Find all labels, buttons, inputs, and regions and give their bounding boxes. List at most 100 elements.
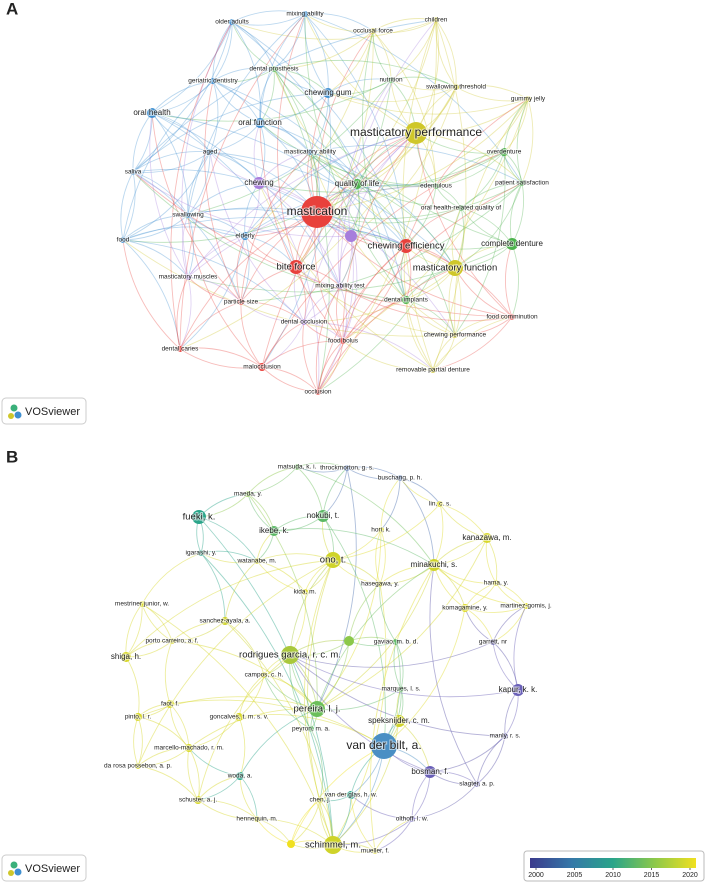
node [506, 238, 518, 250]
edge [411, 771, 431, 820]
node-label: nokubi, t. [307, 511, 339, 520]
edge [132, 171, 352, 238]
edge [464, 607, 494, 643]
edge [429, 564, 478, 785]
edge [505, 243, 513, 318]
edge [224, 620, 265, 676]
edge [454, 267, 513, 318]
colorbar-tick-label: 2000 [528, 872, 544, 879]
edge [303, 267, 456, 323]
node-label: matsuda, k. i. [278, 464, 317, 471]
edge [433, 564, 527, 607]
node-label: oral health-related quality of [421, 205, 501, 212]
node-label: marcello-machado, r. m. [154, 745, 224, 752]
edge [289, 654, 431, 773]
edge [399, 477, 441, 505]
node [254, 558, 260, 564]
node-label: dental prosthesis [249, 66, 299, 73]
edge [263, 674, 312, 730]
node-label: food bolus [328, 338, 359, 345]
edge [316, 86, 457, 213]
edge [403, 245, 434, 371]
node [482, 533, 492, 543]
edge [187, 276, 242, 303]
node [261, 672, 267, 678]
node [345, 230, 357, 242]
node [490, 639, 496, 645]
edge [256, 560, 306, 593]
node-label: chewing performance [424, 332, 487, 339]
edge [122, 239, 189, 278]
edge [179, 276, 192, 350]
node-label: oral health [133, 108, 170, 117]
logo-b[interactable]: VOSviewer [1, 854, 87, 882]
node [519, 180, 525, 186]
edge [151, 80, 214, 114]
node [398, 686, 404, 692]
edge [277, 13, 306, 268]
edge [244, 184, 437, 237]
node [452, 332, 458, 338]
edge [261, 151, 505, 368]
node [437, 501, 443, 507]
node-label: fueki, k. [183, 512, 216, 523]
edge [290, 799, 321, 845]
edge [395, 641, 404, 690]
node [253, 177, 265, 189]
edge [261, 321, 305, 368]
edge [187, 747, 199, 801]
node-label: pinto, l. r. [125, 714, 152, 721]
edge [289, 641, 494, 668]
edge [460, 182, 523, 209]
node [287, 840, 295, 848]
edge [304, 13, 329, 94]
node-label: masticatory ability [284, 149, 336, 156]
edge [405, 299, 434, 371]
edge [454, 267, 462, 336]
logo-text: VOSviewer [25, 406, 80, 418]
edge [273, 59, 457, 88]
node-label: gaviao, m. b. d. [374, 639, 419, 646]
node-label: kanazawa, m. [462, 533, 511, 542]
edge [374, 818, 413, 852]
node [271, 66, 277, 72]
edge [495, 582, 527, 607]
logo-icon [10, 861, 18, 869]
edge [304, 13, 374, 32]
edge [238, 674, 265, 718]
edge [212, 80, 261, 124]
node-label: kida, m. [294, 589, 317, 596]
edge [273, 68, 358, 185]
edge [240, 235, 250, 303]
edge [212, 67, 275, 82]
edge [316, 207, 462, 224]
edge [151, 21, 233, 114]
edge [492, 605, 527, 643]
edge [171, 620, 226, 642]
node-label: bite force [276, 262, 315, 273]
edge [342, 235, 358, 342]
edge [132, 112, 153, 173]
edge [439, 503, 488, 539]
logo-box [1, 854, 87, 882]
node-label: campos, c. h. [245, 672, 284, 679]
node-label: oral function [238, 118, 282, 127]
panel-b-label: B [6, 447, 18, 466]
node [512, 684, 524, 696]
edge [380, 477, 401, 531]
edge [332, 583, 387, 846]
node-label: ikebe, k. [259, 526, 289, 535]
edge [322, 515, 386, 747]
node [221, 617, 229, 625]
edge [273, 68, 318, 213]
edge [476, 735, 506, 785]
edge [209, 151, 305, 323]
edge [179, 13, 306, 350]
edge [179, 211, 318, 350]
edge [303, 559, 334, 801]
node [302, 11, 308, 17]
node [194, 796, 202, 804]
edge [295, 266, 456, 336]
edge [132, 171, 242, 303]
logo-a[interactable]: VOSviewer [1, 397, 87, 425]
